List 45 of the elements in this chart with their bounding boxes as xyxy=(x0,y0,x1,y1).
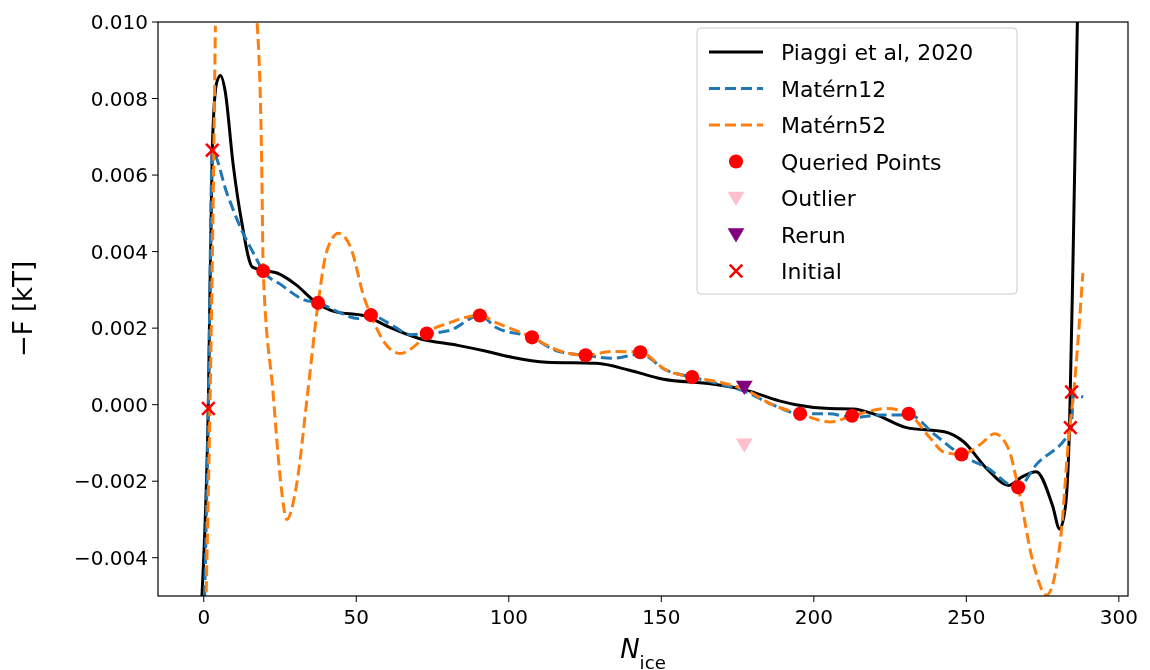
point xyxy=(1011,480,1026,495)
point xyxy=(735,438,753,453)
x-tick-label: 50 xyxy=(343,605,369,629)
y-tick-label: 0.002 xyxy=(90,316,148,341)
point xyxy=(578,348,593,363)
point xyxy=(256,264,271,279)
point xyxy=(901,406,916,421)
x-tick-label: 150 xyxy=(642,605,681,629)
x-tick-label: 300 xyxy=(1099,605,1138,629)
point xyxy=(844,408,860,423)
legend-label: Outlier xyxy=(781,186,857,211)
x-axis-title: N$_{ice}$ xyxy=(620,634,666,670)
y-tick-label: 0.000 xyxy=(90,392,148,417)
y-tick-label: 0.004 xyxy=(90,239,148,264)
point xyxy=(793,406,808,421)
legend-label: Matérn12 xyxy=(781,76,887,102)
x-tick-label: 0 xyxy=(197,605,211,629)
point xyxy=(685,370,700,385)
point xyxy=(735,380,753,396)
point xyxy=(472,308,487,323)
point xyxy=(1064,384,1080,400)
point xyxy=(954,447,969,462)
y-axis-title: −F [kT] xyxy=(8,260,38,358)
point xyxy=(1062,420,1078,436)
y-tick-label: 0.006 xyxy=(90,163,148,188)
legend-label: Initial xyxy=(781,259,842,284)
y-tick-label: 0.010 xyxy=(90,10,148,34)
legend-label: Piaggi et al, 2020 xyxy=(781,40,974,65)
point xyxy=(200,400,216,417)
line-series xyxy=(203,150,1085,596)
legend-label: Rerun xyxy=(781,222,846,248)
legend-label: Queried Points xyxy=(781,149,942,175)
point xyxy=(633,345,648,360)
point xyxy=(419,326,434,341)
legend-label: Matérn52 xyxy=(781,113,887,138)
point xyxy=(311,295,326,310)
point xyxy=(524,330,540,345)
x-tick-label: 100 xyxy=(489,605,528,629)
x-tick-label: 250 xyxy=(947,605,986,629)
point xyxy=(363,308,378,323)
y-tick-label: −0.004 xyxy=(73,545,148,570)
y-tick-label: −0.002 xyxy=(73,469,148,494)
point xyxy=(204,142,220,158)
x-tick-label: 200 xyxy=(794,605,833,629)
y-tick-label: 0.008 xyxy=(90,86,148,111)
